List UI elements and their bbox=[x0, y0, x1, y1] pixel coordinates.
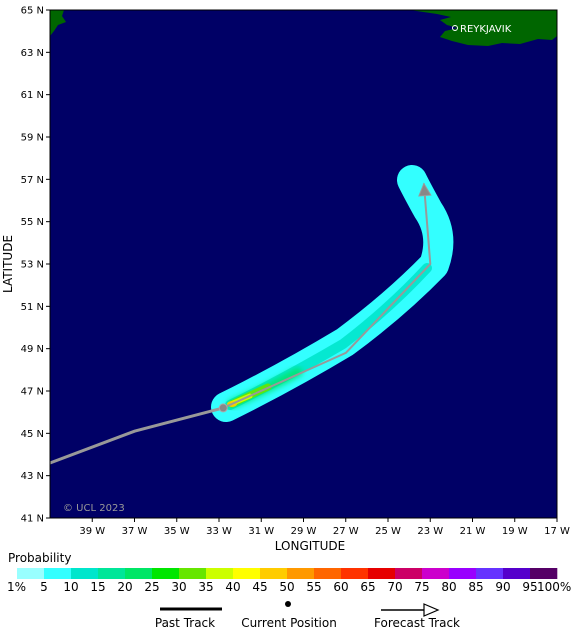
copyright-label: © UCL 2023 bbox=[63, 503, 125, 514]
x-axis-title: LONGITUDE bbox=[275, 539, 345, 553]
y-axis-title: LATITUDE bbox=[1, 235, 15, 293]
colorbar-segment bbox=[341, 568, 369, 579]
lon-tick-label: 33 W bbox=[206, 526, 232, 537]
lat-tick-label: 45 N bbox=[21, 429, 44, 440]
current-position-marker bbox=[218, 403, 228, 413]
colorbar-scale-label: 70 bbox=[387, 580, 403, 594]
tracks bbox=[50, 182, 432, 465]
lat-tick-label: 47 N bbox=[21, 387, 44, 398]
lat-tick-label: 61 N bbox=[21, 90, 44, 101]
colorbar-segment bbox=[287, 568, 315, 579]
forecast-track-arrowhead bbox=[418, 182, 432, 197]
lat-tick-label: 65 N bbox=[21, 6, 44, 17]
colorbar-scale-label: 5 bbox=[40, 580, 48, 594]
lon-tick-label: 19 W bbox=[502, 526, 528, 537]
colorbar-segment bbox=[368, 568, 396, 579]
colorbar-segment bbox=[44, 568, 72, 579]
greenland-land bbox=[50, 10, 66, 36]
colorbar-scale-label: 20 bbox=[117, 580, 133, 594]
past-track-line bbox=[50, 406, 224, 465]
colorbar-scale-label: 45 bbox=[252, 580, 268, 594]
lon-tick-label: 17 W bbox=[544, 526, 570, 537]
lon-tick-label: 39 W bbox=[79, 526, 105, 537]
lon-tick-label: 25 W bbox=[375, 526, 401, 537]
colorbar-segment bbox=[98, 568, 126, 579]
colorbar-scale-label: 75 bbox=[414, 580, 430, 594]
lat-tick-label: 53 N bbox=[21, 260, 44, 271]
lon-tick-label: 37 W bbox=[122, 526, 148, 537]
colorbar-scale-label: 100% bbox=[537, 580, 572, 594]
colorbar-scale-label: 35 bbox=[198, 580, 214, 594]
city-marker-reykjavik bbox=[452, 25, 458, 31]
colorbar-segment bbox=[71, 568, 99, 579]
colorbar-scale-label: 55 bbox=[306, 580, 322, 594]
lat-tick-label: 63 N bbox=[21, 48, 44, 59]
ocean-background bbox=[50, 10, 557, 518]
colorbar-scale-label: 25 bbox=[144, 580, 160, 594]
forecast-track-label: Forecast Track bbox=[374, 616, 460, 630]
lat-tick-label: 59 N bbox=[21, 133, 44, 144]
longitude-axis: 39 W 37 W 35 W 33 W 31 W 29 W 27 W 25 W 23 W 21 W… bbox=[79, 518, 570, 537]
lon-tick-label: 27 W bbox=[333, 526, 359, 537]
latitude-axis: 65 N 63 N 61 N 59 N 57 N 55 N 53 N 51 N 49 N 47 N… bbox=[21, 6, 50, 525]
colorbar-segment bbox=[395, 568, 423, 579]
colorbar-segment bbox=[260, 568, 288, 579]
city-label-reykjavik: REYKJAVIK bbox=[460, 24, 512, 35]
colorbar-scale-label: 60 bbox=[333, 580, 349, 594]
current-position-label: Current Position bbox=[241, 616, 337, 630]
lon-tick-label: 23 W bbox=[417, 526, 443, 537]
colorbar-segment bbox=[314, 568, 342, 579]
colorbar-scale-label: 30 bbox=[171, 580, 187, 594]
lon-tick-label: 31 W bbox=[248, 526, 274, 537]
colorbar-segment bbox=[530, 568, 558, 579]
forecast-track-key-arrow bbox=[423, 603, 440, 617]
past-track-label: Past Track bbox=[154, 616, 216, 630]
colorbar-segment bbox=[476, 568, 504, 579]
colorbar-scale-label: 50 bbox=[279, 580, 295, 594]
colorbar-segment bbox=[503, 568, 531, 579]
legend-title: Probability bbox=[8, 551, 72, 565]
lat-tick-label: 49 N bbox=[21, 344, 44, 355]
colorbar-segment bbox=[152, 568, 180, 579]
colorbar-segment bbox=[17, 568, 45, 579]
lon-tick-label: 21 W bbox=[460, 526, 486, 537]
colorbar-segment bbox=[125, 568, 153, 579]
colorbar-scale-label: 90 bbox=[495, 580, 511, 594]
colorbar-scale-label: 10 bbox=[63, 580, 79, 594]
lat-tick-label: 55 N bbox=[21, 217, 44, 228]
lat-tick-label: 43 N bbox=[21, 471, 44, 482]
iceland-land bbox=[410, 10, 557, 46]
colorbar-segment bbox=[422, 568, 450, 579]
lat-tick-label: 51 N bbox=[21, 302, 44, 313]
colorbar-scale-label: 85 bbox=[468, 580, 484, 594]
colorbar-segment bbox=[206, 568, 234, 579]
lat-tick-label: 41 N bbox=[21, 514, 44, 525]
colorbar-scale-label: 95 bbox=[522, 580, 538, 594]
colorbar-scale-label: 1% bbox=[7, 580, 27, 594]
colorbar-segment bbox=[179, 568, 207, 579]
probability-colorbar bbox=[17, 568, 558, 579]
colorbar-segment bbox=[233, 568, 261, 579]
current-position-key-dot bbox=[285, 601, 291, 607]
colorbar-scale-label: 40 bbox=[225, 580, 241, 594]
colorbar-scale-label: 15 bbox=[90, 580, 106, 594]
lat-tick-label: 57 N bbox=[21, 175, 44, 186]
colorbar-segment bbox=[449, 568, 477, 579]
colorbar-scale-label: 80 bbox=[441, 580, 457, 594]
colorbar-scale-label: 65 bbox=[360, 580, 376, 594]
lon-tick-label: 35 W bbox=[164, 526, 190, 537]
lon-tick-label: 29 W bbox=[291, 526, 317, 537]
forecast-track-line bbox=[222, 183, 432, 409]
